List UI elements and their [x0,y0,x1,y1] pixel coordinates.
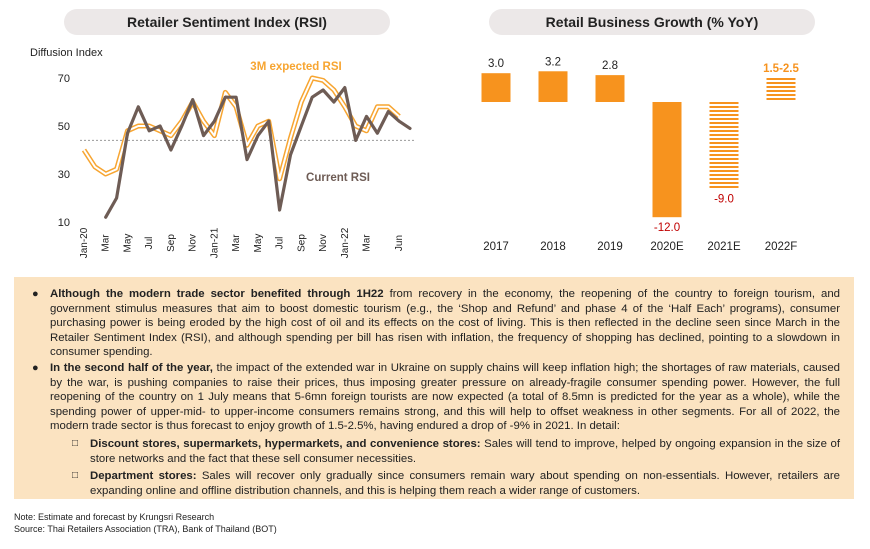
sub-1-lead: Discount stores, supermarkets, hypermark… [90,437,481,450]
growth-bars: 3.0 2017 3.2 2018 2.8 2019 -12.0 2020E -9.0 2021E… [481,56,800,253]
category-label: 2021E [707,241,741,253]
category-label: 2018 [540,241,566,253]
x-tick-label: Sep [296,234,307,252]
bar-value-label: -12.0 [654,222,680,234]
bar-2017 [481,73,511,102]
bar-2021E [709,102,739,189]
y-tick-label: 30 [58,169,70,181]
x-tick-label: Mar [362,234,373,252]
bullet-2h22: ● In the second half of the year, the im… [30,361,840,498]
x-tick-label: Mar [101,234,112,252]
x-tick-label: Jan-22 [340,227,351,258]
bar-2018 [538,71,568,102]
bar-value-label: 1.5-2.5 [763,63,799,75]
x-tick-label: May [253,234,264,253]
rsi-y-ticks: 10 30 50 70 [58,73,70,229]
current-rsi-line [104,86,412,219]
category-label: 2017 [483,241,509,253]
x-tick-label: Nov [188,234,199,252]
bullet-dot: ● [32,361,39,374]
commentary-box: ● Although the modern trade sector benef… [14,277,854,499]
sub-2-lead: Department stores: [90,470,197,483]
footnotes: Note: Estimate and forecast by Krungsri … [14,511,277,535]
note-text: Note: Estimate and forecast by Krungsri … [14,512,215,522]
rsi-x-ticks: Jan-20 Mar May Jul Sep Nov Jan-21 Mar May Jul Sep N… [79,227,405,258]
x-tick-label: Jan-20 [79,227,90,258]
sub-1-text: Sales will tend to improve, helped by on… [90,437,840,465]
source-text: Source: Thai Retailers Association (TRA)… [14,524,277,534]
bullet-1h22: ● Although the modern trade sector benef… [30,287,840,360]
category-label: 2022F [765,241,798,253]
expected-rsi-annotation: 3M expected RSI [250,61,341,73]
x-tick-label: Jul [275,237,286,250]
x-tick-label: May [122,234,133,253]
y-tick-label: 70 [58,73,70,85]
bar-value-label: -9.0 [714,193,734,205]
rsi-line-chart: Diffusion Index 10 30 50 70 Jan-20 Mar May Jul… [30,47,416,258]
y-tick-label: 10 [58,217,70,229]
x-tick-label: Jan-21 [209,227,220,258]
rsi-annotations: 3M expected RSI Current RSI [250,61,370,184]
growth-bar-chart: 3.0 2017 3.2 2018 2.8 2019 -12.0 2020E -9.0 2021E… [481,56,800,253]
category-label: 2019 [597,241,623,253]
x-tick-label: Jun [394,235,405,251]
bullet-1-text: from recovery in the economy, the reopen… [50,288,840,359]
bar-value-label: 2.8 [602,60,618,72]
category-label: 2020E [650,241,684,253]
bar-value-label: 3.0 [488,58,504,70]
sub-bullet-department-stores: □ Department stores: Sales will recover … [50,469,840,498]
bar-2022F [766,78,796,102]
bullet-dot: ● [32,288,39,300]
rsi-chart-title: Retailer Sentiment Index (RSI) [64,9,390,35]
bullet-1-lead: Although the modern trade sector benefit… [50,288,384,300]
sub-2-text: Sales will recover only gradually since … [90,470,840,497]
bar-2020E [652,102,682,218]
bar-2019 [595,75,625,102]
sub-bullet-square: □ [72,437,79,449]
sub-bullet-discount-stores: □ Discount stores, supermarkets, hyperma… [50,437,840,466]
y-tick-label: 50 [58,121,70,133]
bar-value-label: 3.2 [545,56,561,68]
current-rsi-annotation: Current RSI [306,172,370,184]
rsi-y-axis-label: Diffusion Index [30,47,103,59]
bullet-2-lead: In the second half of the year, [50,361,213,374]
rsi-series-group [81,75,412,219]
x-tick-label: Mar [231,234,242,252]
x-tick-label: Jul [144,237,155,250]
bullet-2-text: the impact of the extended war in Ukrain… [50,361,840,433]
x-tick-label: Sep [166,234,177,252]
sub-bullet-square: □ [72,470,79,482]
growth-chart-title: Retail Business Growth (% YoY) [489,9,815,35]
x-tick-label: Nov [318,234,329,252]
